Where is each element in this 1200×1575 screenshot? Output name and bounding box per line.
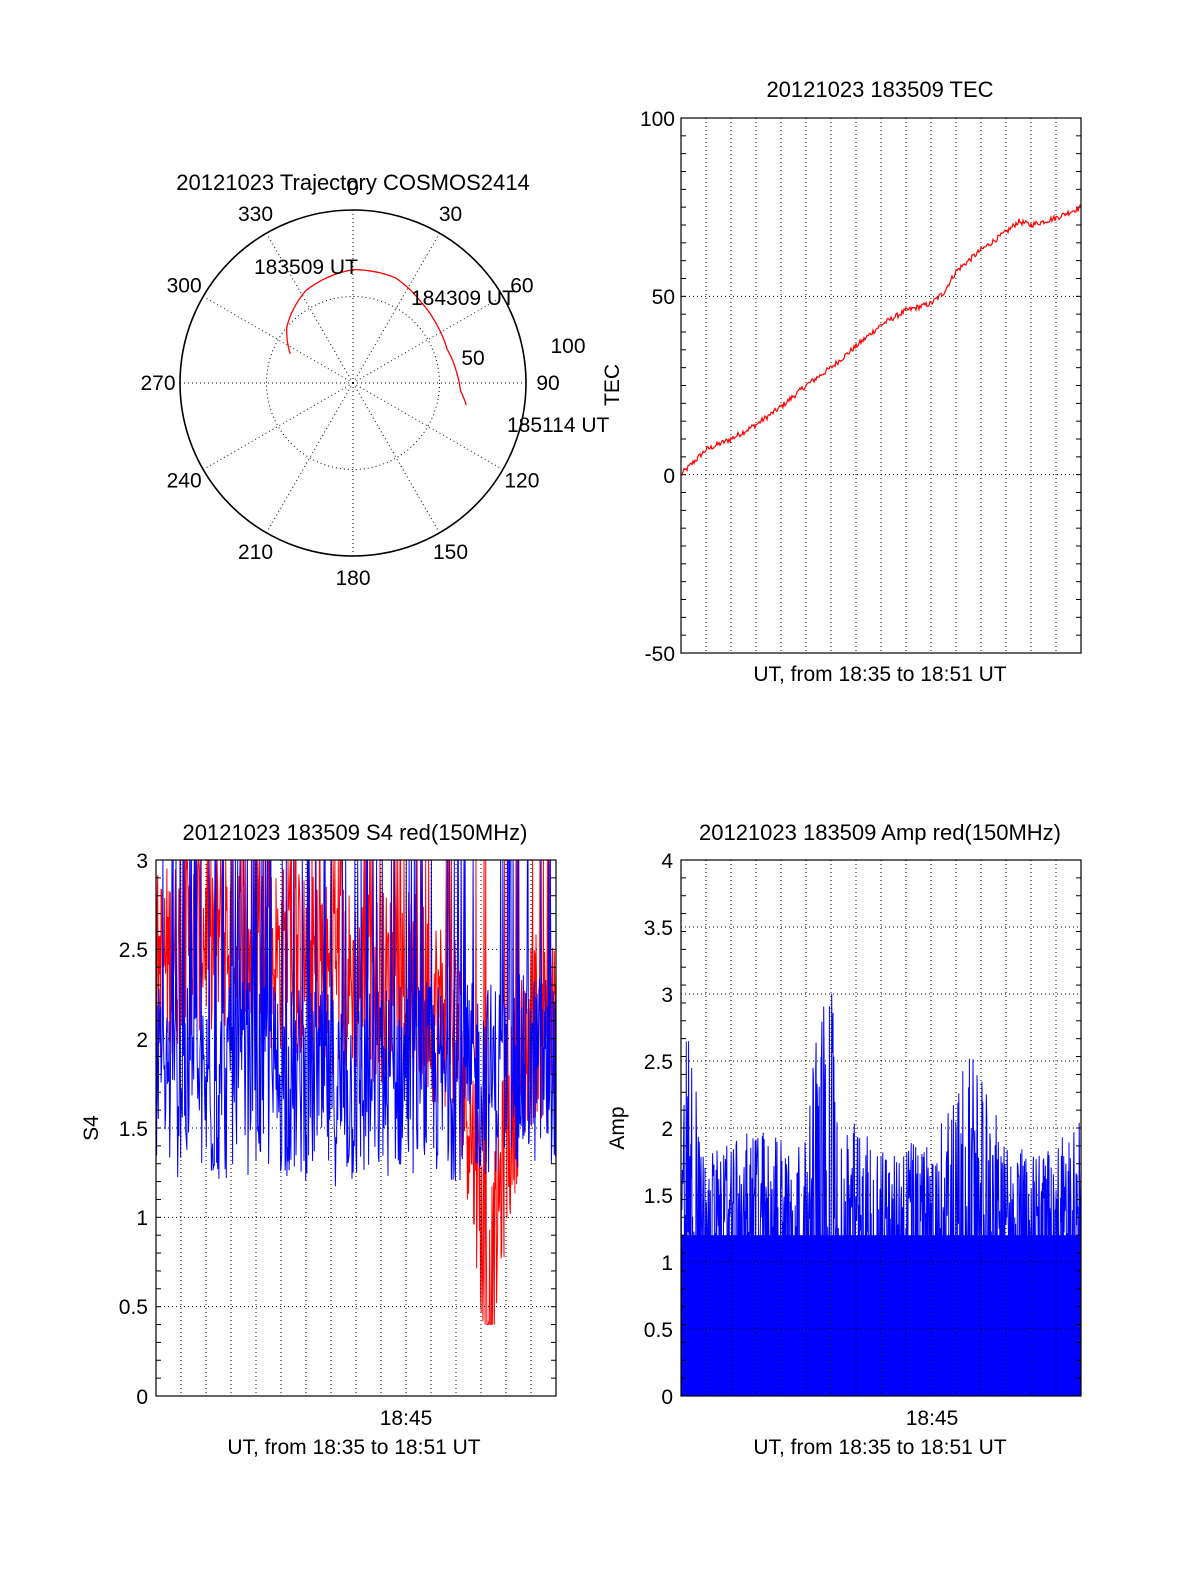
- tec-plot-frame: [680, 117, 1082, 654]
- polar-ring-label-100: 100: [550, 335, 585, 358]
- polar-angle-label: 330: [238, 203, 273, 226]
- s4-xlabel: UT, from 18:35 to 18:51 UT: [227, 1436, 480, 1459]
- polar-spoke: [352, 232, 440, 384]
- tec-ytick-label: 0: [663, 465, 675, 488]
- amp-ytick-label: 3: [661, 984, 673, 1007]
- polar-angle-label: 240: [167, 470, 202, 493]
- polar-angle-label: 120: [504, 470, 539, 493]
- s4-signal: [155, 859, 557, 1325]
- polar-angle-label: 30: [439, 203, 462, 226]
- polar-angle-label: 0: [347, 177, 359, 200]
- trajectory-title: 20121023 Trajectory COSMOS2414: [176, 170, 529, 195]
- amp-ytick-label: 3.5: [644, 917, 673, 940]
- s4-panel: 20121023 183509 S4 red(150MHz) 3 2.5 2 1…: [80, 820, 557, 1459]
- amp-xtick-label: 18:45: [906, 1407, 959, 1430]
- amp-ytick-label: 1.5: [644, 1185, 673, 1208]
- amp-panel: 20121023 183509 Amp red(150MHz) 4 3.5 3 …: [606, 820, 1082, 1459]
- polar-ring-label-50: 50: [461, 347, 484, 370]
- amp-ylabel: Amp: [606, 1106, 629, 1149]
- amp-ytick-label: 0.5: [644, 1319, 673, 1342]
- amp-grid: [681, 860, 1081, 1396]
- tec-title: 20121023 183509 TEC: [766, 77, 993, 102]
- polar-grid: [180, 210, 526, 556]
- polar-outer-circle: [179, 209, 527, 557]
- amp-ytick-label: 1: [661, 1252, 673, 1275]
- tec-ytick-label: -50: [645, 643, 675, 666]
- amp-xlabel: UT, from 18:35 to 18:51 UT: [753, 1436, 1006, 1459]
- polar-angle-label: 180: [335, 567, 370, 590]
- amp-ytick-label: 4: [661, 850, 673, 873]
- s4-blue-series: [155, 859, 557, 1187]
- trajectory-track: [286, 268, 467, 406]
- amp-ytick-label: 2: [661, 1118, 673, 1141]
- s4-xtick-label: 18:45: [380, 1407, 433, 1430]
- s4-grid: [156, 860, 556, 1396]
- amp-title: 20121023 183509 Amp red(150MHz): [699, 820, 1061, 845]
- tec-ytick-label: 50: [652, 286, 675, 309]
- s4-ytick-label: 1.5: [119, 1118, 148, 1141]
- polar-spoke: [266, 232, 354, 384]
- polar-spoke: [202, 296, 354, 384]
- polar-angle-labels: 0 30 60 90 120 150 180 210 240 270 300 330: [140, 177, 559, 590]
- amp-plot-frame: [680, 859, 1082, 1397]
- polar-angle-label: 300: [167, 275, 202, 298]
- trajectory-end-label: 185114 UT: [507, 414, 610, 437]
- s4-title: 20121023 183509 S4 red(150MHz): [183, 820, 528, 845]
- polar-angle-label: 150: [433, 541, 468, 564]
- polar-spoke: [202, 382, 354, 470]
- tec-grid: [681, 118, 1081, 653]
- tec-xlabel: UT, from 18:35 to 18:51 UT: [753, 663, 1006, 686]
- polar-ring: [266, 296, 440, 470]
- amp-ytick-label: 0: [661, 1386, 673, 1409]
- trajectory-panel: 20121023 Trajectory COSMOS2414 0 30 60 90 12…: [140, 170, 609, 590]
- s4-ytick-label: 0: [136, 1386, 148, 1409]
- trajectory-mid-label: 184309 UT: [411, 287, 515, 310]
- polar-angle-label: 60: [510, 275, 533, 298]
- s4-ytick-label: 2.5: [119, 939, 148, 962]
- polar-angle-label: 90: [536, 372, 559, 395]
- polar-spoke: [352, 296, 504, 384]
- polar-angle-label: 210: [238, 541, 273, 564]
- amp-ytick-label: 2.5: [644, 1051, 673, 1074]
- polar-spoke: [266, 382, 354, 534]
- s4-ytick-label: 2: [136, 1029, 148, 1052]
- polar-angle-label: 270: [140, 372, 175, 395]
- tec-ytick-label: 100: [640, 108, 675, 131]
- s4-ytick-label: 3: [136, 850, 148, 873]
- trajectory-start-label: 183509 UT: [254, 256, 358, 279]
- s4-ylabel: S4: [80, 1115, 103, 1141]
- s4-ytick-label: 0.5: [119, 1296, 148, 1319]
- tec-ylabel: TEC: [601, 364, 624, 406]
- tec-series-line: [680, 204, 1082, 476]
- polar-spoke: [352, 382, 440, 534]
- s4-ytick-label: 1: [136, 1207, 148, 1230]
- s4-plot-frame: [155, 859, 557, 1397]
- polar-spoke: [352, 382, 504, 470]
- tec-panel: 20121023 183509 TEC 100 50 0 -50 TEC UT,…: [601, 77, 1082, 686]
